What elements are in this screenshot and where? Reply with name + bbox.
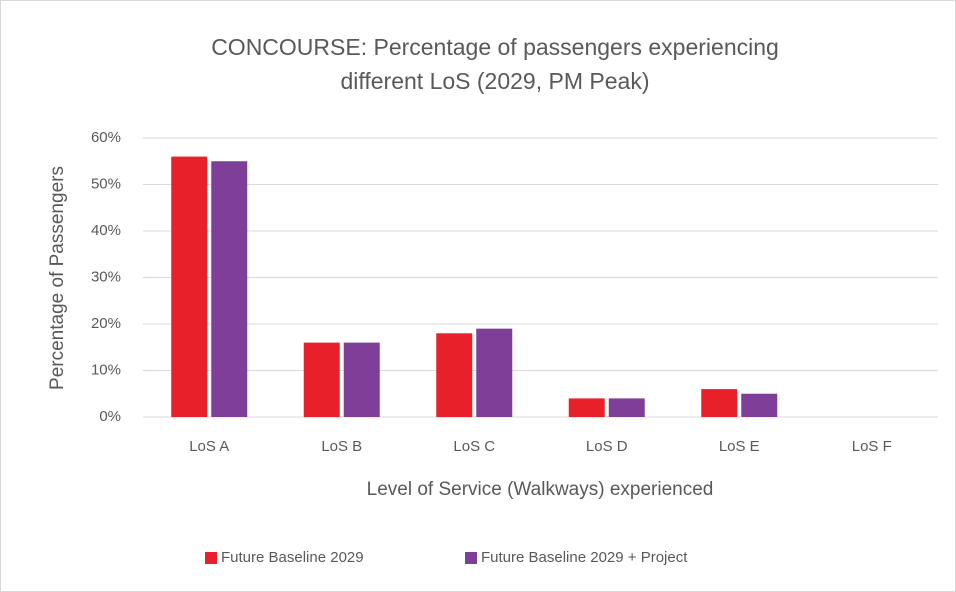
bar bbox=[211, 161, 248, 417]
bar bbox=[701, 389, 738, 417]
bar bbox=[343, 342, 380, 417]
x-tick-label: LoS F bbox=[852, 438, 892, 455]
legend-swatch bbox=[465, 552, 477, 564]
bar bbox=[476, 328, 513, 417]
bar bbox=[171, 156, 208, 417]
y-tick-label: 10% bbox=[91, 361, 121, 378]
y-tick-label: 30% bbox=[91, 268, 121, 285]
bar bbox=[303, 342, 340, 417]
x-tick-label: LoS D bbox=[586, 438, 628, 455]
legend-swatch bbox=[205, 552, 217, 564]
bar bbox=[436, 333, 473, 417]
y-tick-label: 0% bbox=[99, 408, 121, 425]
x-tick-label: LoS B bbox=[321, 438, 362, 455]
x-tick-label: LoS E bbox=[719, 438, 760, 455]
y-tick-label: 50% bbox=[91, 175, 121, 192]
legend-label: Future Baseline 2029 + Project bbox=[481, 549, 688, 566]
y-tick-label: 60% bbox=[91, 129, 121, 146]
y-tick-label: 40% bbox=[91, 222, 121, 239]
x-tick-label: LoS C bbox=[453, 438, 495, 455]
y-axis-label: Percentage of Passengers bbox=[47, 166, 68, 390]
bar bbox=[741, 393, 778, 417]
y-tick-label: 20% bbox=[91, 315, 121, 332]
bar bbox=[568, 398, 605, 417]
x-tick-label: LoS A bbox=[189, 438, 229, 455]
x-axis-label: Level of Service (Walkways) experienced bbox=[367, 479, 714, 500]
bar bbox=[608, 398, 645, 417]
legend-label: Future Baseline 2029 bbox=[221, 549, 364, 566]
chart-title: CONCOURSE: Percentage of passengers expe… bbox=[211, 34, 779, 94]
